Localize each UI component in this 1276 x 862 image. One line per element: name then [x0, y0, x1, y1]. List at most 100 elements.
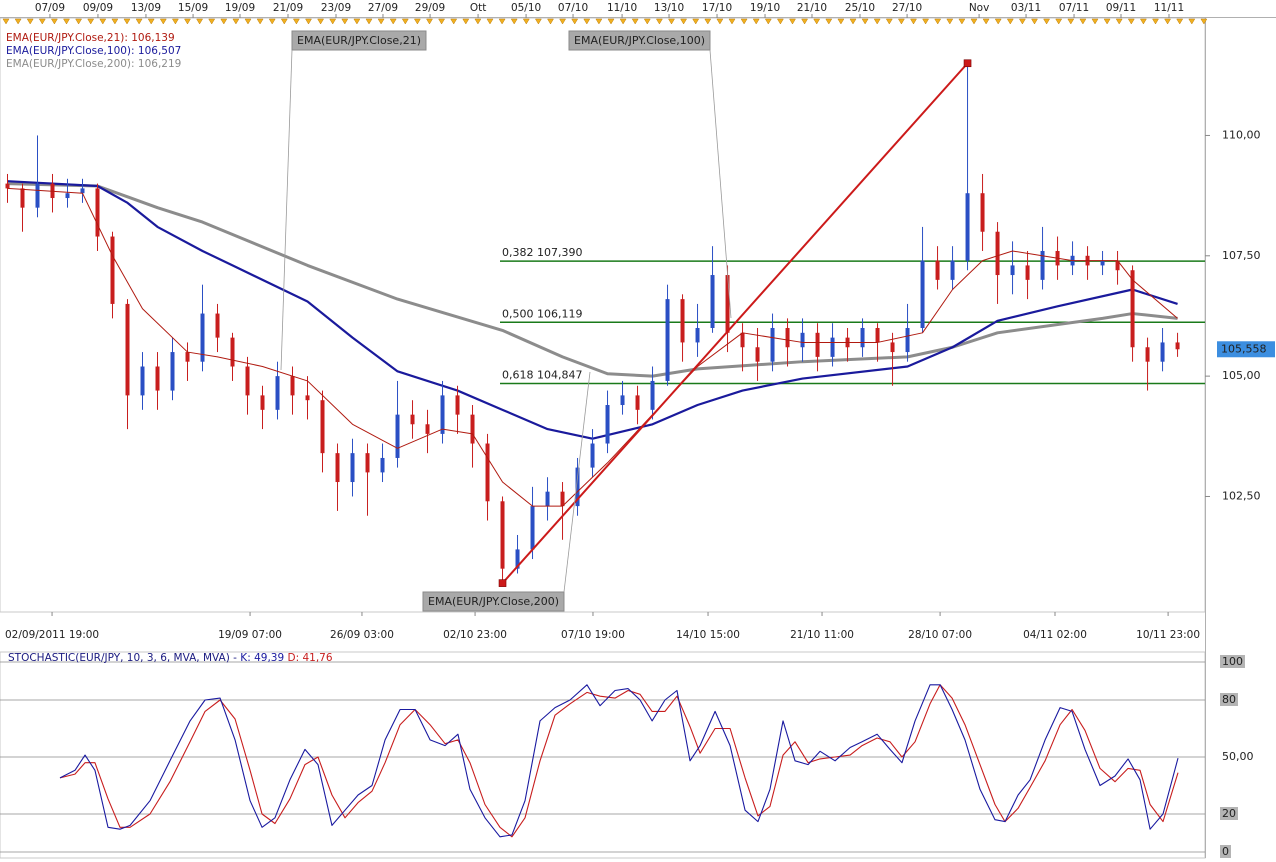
event-marker: [740, 18, 748, 25]
event-marker: [728, 18, 736, 25]
event-marker: [317, 18, 325, 25]
event-marker: [643, 18, 651, 25]
last-price-label: 105,558: [1221, 342, 1267, 355]
event-marker: [450, 18, 458, 25]
candle-body: [1010, 265, 1015, 276]
top-date-label: 17/10: [702, 2, 732, 14]
candle-body: [320, 400, 325, 454]
event-marker: [401, 18, 409, 25]
candle-body: [215, 313, 220, 338]
candle-body: [755, 347, 760, 362]
event-marker: [825, 18, 833, 25]
event-marker: [1152, 18, 1159, 25]
legend-entry: EMA(EUR/JPY.Close,200): 106,219: [6, 58, 181, 70]
candles: [5, 63, 1180, 584]
event-marker: [329, 18, 337, 25]
event-marker: [159, 18, 167, 25]
y-tick-box: [1220, 655, 1245, 668]
event-marker: [1127, 18, 1135, 25]
event-marker: [571, 18, 579, 25]
event-marker: [861, 18, 869, 25]
candle-body: [95, 188, 100, 237]
ema-line: [7, 187, 1178, 507]
top-date-label: 19/10: [750, 2, 780, 14]
candle-body: [665, 299, 670, 381]
event-marker: [1091, 18, 1099, 25]
top-axis: 07/09 09/09 13/09 15/09 19/09 21/09 23/09 27/09…: [2, 2, 1208, 25]
event-marker: [38, 18, 46, 25]
event-marker: [716, 18, 724, 25]
candle-body: [680, 299, 685, 343]
y-tick-label: 107,50: [1222, 249, 1261, 262]
x-tick-label: 21/10 11:00: [790, 629, 854, 641]
legend-value: 106,507: [138, 45, 181, 57]
y-tick-label: 50,00: [1222, 750, 1254, 763]
top-date-label: 07/09: [35, 2, 65, 14]
event-marker: [123, 18, 131, 25]
trendline-anchor: [963, 59, 972, 68]
top-date-label: 11/11: [1154, 2, 1184, 14]
event-marker: [668, 18, 675, 25]
candle-body: [125, 303, 130, 396]
stochastic-title: STOCHASTIC(EUR/JPY, 10, 3, 6, MVA, MVA) …: [8, 652, 333, 664]
event-marker: [631, 18, 639, 25]
y-tick-box: [1220, 845, 1231, 858]
event-marker: [341, 18, 349, 25]
candle-body: [230, 337, 235, 367]
legend-value: 106,219: [138, 58, 181, 70]
event-marker: [1164, 18, 1172, 25]
event-marker: [1115, 18, 1123, 25]
fib-layer: 0,382 107,390 0,500 106,119 0,618 104,847: [500, 246, 1205, 385]
legend-value: 49,39: [254, 652, 284, 664]
event-marker: [135, 18, 143, 25]
event-marker: [801, 18, 809, 25]
x-tick-label: 07/10 19:00: [561, 629, 625, 641]
event-marker: [99, 18, 107, 25]
candle-body: [560, 491, 565, 507]
candle-body: [770, 327, 775, 362]
ema-tag: [291, 30, 427, 51]
event-marker: [111, 18, 119, 25]
event-marker: [438, 18, 446, 25]
legend-name: EMA(EUR/JPY.Close,200): [6, 58, 131, 70]
candle-body: [620, 395, 625, 406]
x-tick-label: 10/11 23:00: [1136, 629, 1200, 641]
candle-body: [590, 443, 595, 468]
event-marker: [63, 18, 70, 25]
event-marker: [377, 18, 385, 25]
event-marker: [26, 18, 34, 25]
event-marker: [2, 18, 10, 25]
event-marker: [946, 18, 954, 25]
candle-body: [650, 380, 655, 410]
candle-body: [1040, 250, 1045, 280]
candle-body: [995, 231, 1000, 276]
top-date-label: 15/09: [178, 2, 208, 14]
event-marker: [934, 18, 942, 25]
ema-layer: [7, 180, 1178, 440]
stochastic-panel: [0, 651, 1206, 859]
ema-tag-connector: [563, 371, 591, 593]
legend-separator: :: [131, 58, 138, 70]
event-marker: [607, 18, 615, 25]
event-marker: [1006, 18, 1014, 25]
ema-tag: [568, 30, 711, 51]
event-marker: [704, 18, 712, 25]
legend-separator: :: [296, 652, 303, 664]
event-marker: [184, 18, 191, 25]
y-tick-label: 102,50: [1222, 489, 1261, 502]
top-date-label: 19/09: [225, 2, 255, 14]
event-marker: [1188, 18, 1196, 25]
top-date-label: 21/10: [797, 2, 827, 14]
stochastic-line: [59, 684, 1179, 838]
top-date-label: Nov: [969, 2, 990, 14]
candle-body: [785, 327, 790, 348]
candle-body: [965, 193, 970, 261]
candle-body: [5, 183, 10, 189]
event-marker: [522, 18, 530, 25]
legend-name: D: [287, 652, 295, 664]
x-tick-label: 02/09/2011 19:00: [5, 629, 99, 641]
event-marker: [486, 18, 494, 25]
candle-body: [935, 260, 940, 280]
ema-line: [7, 182, 1178, 378]
